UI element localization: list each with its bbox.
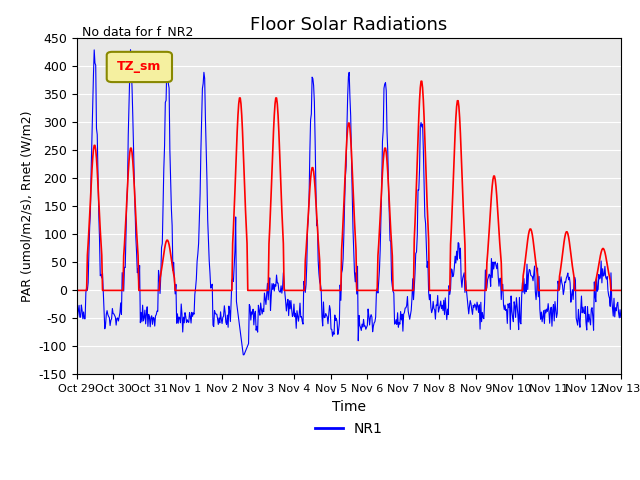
NR1 bbox=[127, 47, 134, 52]
NR1 bbox=[417, 123, 424, 129]
q_line bbox=[139, 288, 147, 293]
NR1 bbox=[140, 318, 147, 324]
NR1 bbox=[73, 310, 81, 315]
NR1 bbox=[433, 302, 440, 308]
q_line bbox=[431, 288, 439, 293]
NR1 bbox=[83, 285, 90, 290]
Legend: NR1: NR1 bbox=[309, 416, 388, 442]
Text: TZ_sm: TZ_sm bbox=[117, 60, 161, 73]
FancyBboxPatch shape bbox=[107, 52, 172, 82]
q_line bbox=[194, 288, 202, 293]
q_line bbox=[418, 78, 426, 84]
Title: Floor Solar Radiations: Floor Solar Radiations bbox=[250, 16, 447, 34]
q_line bbox=[73, 288, 81, 293]
NR1 bbox=[239, 352, 247, 358]
q_line bbox=[415, 114, 422, 120]
Line: q_line: q_line bbox=[77, 81, 621, 290]
Line: NR1: NR1 bbox=[77, 49, 621, 355]
X-axis label: Time: Time bbox=[332, 400, 366, 414]
Y-axis label: PAR (umol/m2/s), Rnet (W/m2): PAR (umol/m2/s), Rnet (W/m2) bbox=[20, 111, 33, 302]
q_line bbox=[223, 288, 230, 293]
NR1 bbox=[223, 312, 231, 318]
q_line bbox=[83, 288, 90, 293]
NR1 bbox=[195, 240, 202, 246]
Text: No data for f_NR2: No data for f_NR2 bbox=[82, 25, 194, 38]
q_line bbox=[617, 288, 625, 293]
NR1 bbox=[617, 314, 625, 320]
